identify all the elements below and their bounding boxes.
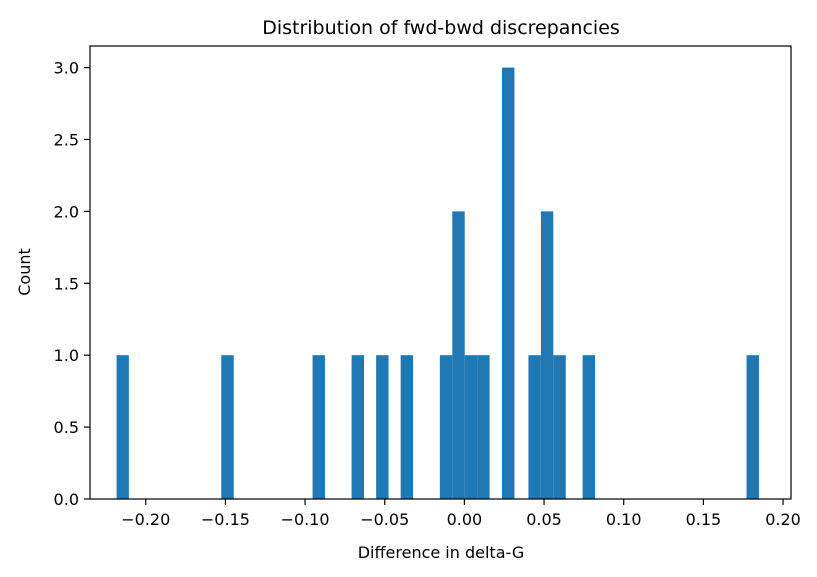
histogram-bars [116,67,759,500]
x-tick-label-7: 0.15 [686,510,722,529]
x-tick-label-6: 0.10 [606,510,642,529]
y-tick-label-6: 3.0 [54,59,79,78]
y-tick-label-1: 0.5 [54,418,79,437]
y-tick-label-3: 1.5 [54,274,79,293]
histogram-bar-10 [501,67,515,500]
x-tick-label-8: 0.20 [765,510,801,529]
y-axis-ticks: 0.0 0.5 1.0 1.5 2.0 2.5 3.0 [54,59,90,509]
y-tick-label-2: 1.0 [54,346,79,365]
chart-title: Distribution of fwd-bwd discrepancies [262,17,620,39]
x-tick-label-4: 0.00 [447,510,483,529]
histogram-bar-9 [477,355,490,499]
x-axis-ticks: −0.20 −0.15 −0.10 −0.05 0.00 0.05 0.10 0.15 0.20 [121,499,801,529]
histogram-bar-4 [376,355,389,499]
histogram-bar-3 [351,355,365,499]
y-axis-label: Count [15,248,34,296]
histogram-bar-15 [746,355,759,499]
y-tick-label-0: 0.0 [54,490,79,509]
histogram-bar-7 [452,211,465,499]
histogram-bar-11 [528,355,541,499]
histogram-bar-8 [464,355,478,499]
x-tick-label-0: −0.20 [121,510,170,529]
histogram-bar-12 [540,211,554,499]
x-axis-label: Difference in delta-G [358,543,525,562]
plot-frame [89,45,792,500]
histogram-bar-5 [400,355,414,499]
x-tick-label-5: 0.05 [526,510,562,529]
histogram-bar-6 [439,355,453,499]
x-tick-label-2: −0.10 [281,510,330,529]
y-tick-label-4: 2.0 [54,202,79,221]
histogram-bar-13 [553,355,566,499]
histogram-bar-0 [116,355,129,499]
y-tick-label-5: 2.5 [54,130,79,149]
histogram-bar-1 [221,355,234,499]
histogram-bar-14 [582,355,596,499]
x-tick-label-1: −0.15 [201,510,250,529]
x-tick-label-3: −0.05 [360,510,409,529]
histogram-bar-2 [312,355,325,499]
